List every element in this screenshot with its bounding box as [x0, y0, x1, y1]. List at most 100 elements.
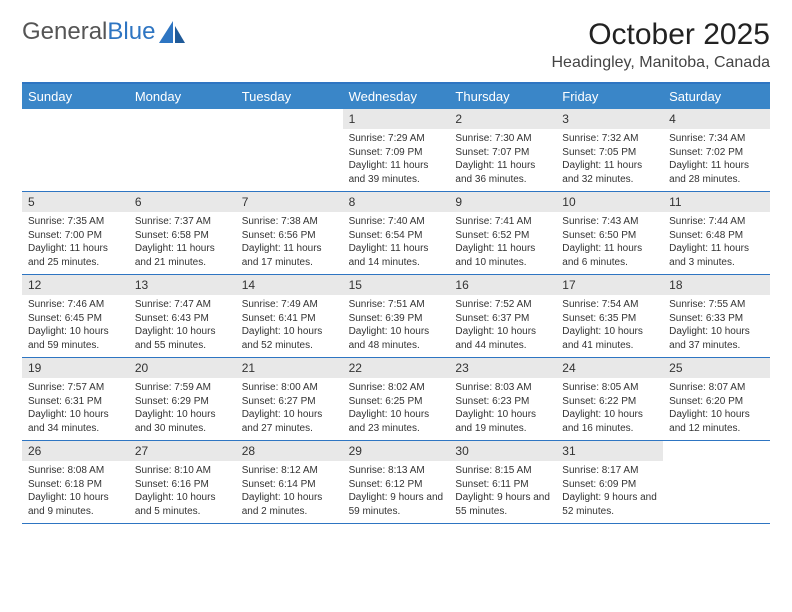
day-number: 4	[663, 109, 770, 129]
sunrise-text: Sunrise: 8:12 AM	[242, 464, 337, 478]
week-row: 1Sunrise: 7:29 AMSunset: 7:09 PMDaylight…	[22, 109, 770, 192]
week-row: 26Sunrise: 8:08 AMSunset: 6:18 PMDayligh…	[22, 441, 770, 524]
sunrise-text: Sunrise: 8:07 AM	[669, 381, 764, 395]
day-info: Sunrise: 7:34 AMSunset: 7:02 PMDaylight:…	[663, 129, 770, 189]
day-info: Sunrise: 7:38 AMSunset: 6:56 PMDaylight:…	[236, 212, 343, 272]
day-number: 8	[343, 192, 450, 212]
day-number: 9	[449, 192, 556, 212]
day-header: Wednesday	[343, 84, 450, 109]
sail-icon	[159, 21, 185, 43]
day-cell: 13Sunrise: 7:47 AMSunset: 6:43 PMDayligh…	[129, 275, 236, 357]
sunrise-text: Sunrise: 8:05 AM	[562, 381, 657, 395]
day-cell: 12Sunrise: 7:46 AMSunset: 6:45 PMDayligh…	[22, 275, 129, 357]
sunset-text: Sunset: 6:11 PM	[455, 478, 550, 492]
sunset-text: Sunset: 6:31 PM	[28, 395, 123, 409]
day-number: 15	[343, 275, 450, 295]
sunrise-text: Sunrise: 7:40 AM	[349, 215, 444, 229]
sunset-text: Sunset: 6:12 PM	[349, 478, 444, 492]
day-cell: 19Sunrise: 7:57 AMSunset: 6:31 PMDayligh…	[22, 358, 129, 440]
day-cell: 25Sunrise: 8:07 AMSunset: 6:20 PMDayligh…	[663, 358, 770, 440]
sunset-text: Sunset: 6:58 PM	[135, 229, 230, 243]
sunrise-text: Sunrise: 8:02 AM	[349, 381, 444, 395]
sunset-text: Sunset: 6:29 PM	[135, 395, 230, 409]
daylight-text: Daylight: 10 hours and 37 minutes.	[669, 325, 764, 352]
location: Headingley, Manitoba, Canada	[551, 54, 770, 72]
day-number: 10	[556, 192, 663, 212]
sunrise-text: Sunrise: 7:41 AM	[455, 215, 550, 229]
daylight-text: Daylight: 10 hours and 30 minutes.	[135, 408, 230, 435]
day-cell: 23Sunrise: 8:03 AMSunset: 6:23 PMDayligh…	[449, 358, 556, 440]
day-number: 5	[22, 192, 129, 212]
month-title: October 2025	[551, 18, 770, 52]
day-header: Tuesday	[236, 84, 343, 109]
logo-text: GeneralBlue	[22, 18, 155, 46]
day-cell: 15Sunrise: 7:51 AMSunset: 6:39 PMDayligh…	[343, 275, 450, 357]
sunrise-text: Sunrise: 7:38 AM	[242, 215, 337, 229]
day-number: 26	[22, 441, 129, 461]
daylight-text: Daylight: 10 hours and 27 minutes.	[242, 408, 337, 435]
day-info: Sunrise: 8:03 AMSunset: 6:23 PMDaylight:…	[449, 378, 556, 438]
weeks-container: 1Sunrise: 7:29 AMSunset: 7:09 PMDaylight…	[22, 109, 770, 524]
sunrise-text: Sunrise: 7:51 AM	[349, 298, 444, 312]
day-info: Sunrise: 8:17 AMSunset: 6:09 PMDaylight:…	[556, 461, 663, 521]
sunset-text: Sunset: 6:39 PM	[349, 312, 444, 326]
sunrise-text: Sunrise: 7:57 AM	[28, 381, 123, 395]
day-info: Sunrise: 8:15 AMSunset: 6:11 PMDaylight:…	[449, 461, 556, 521]
day-info: Sunrise: 7:55 AMSunset: 6:33 PMDaylight:…	[663, 295, 770, 355]
day-cell: 4Sunrise: 7:34 AMSunset: 7:02 PMDaylight…	[663, 109, 770, 191]
daylight-text: Daylight: 10 hours and 48 minutes.	[349, 325, 444, 352]
daylight-text: Daylight: 11 hours and 32 minutes.	[562, 159, 657, 186]
sunrise-text: Sunrise: 7:46 AM	[28, 298, 123, 312]
day-cell: 22Sunrise: 8:02 AMSunset: 6:25 PMDayligh…	[343, 358, 450, 440]
day-cell	[663, 441, 770, 523]
sunrise-text: Sunrise: 7:59 AM	[135, 381, 230, 395]
day-cell: 2Sunrise: 7:30 AMSunset: 7:07 PMDaylight…	[449, 109, 556, 191]
title-block: October 2025 Headingley, Manitoba, Canad…	[551, 18, 770, 72]
daylight-text: Daylight: 11 hours and 10 minutes.	[455, 242, 550, 269]
day-cell: 26Sunrise: 8:08 AMSunset: 6:18 PMDayligh…	[22, 441, 129, 523]
day-header: Sunday	[22, 84, 129, 109]
day-info: Sunrise: 8:10 AMSunset: 6:16 PMDaylight:…	[129, 461, 236, 521]
day-info: Sunrise: 8:07 AMSunset: 6:20 PMDaylight:…	[663, 378, 770, 438]
daylight-text: Daylight: 10 hours and 19 minutes.	[455, 408, 550, 435]
daylight-text: Daylight: 10 hours and 52 minutes.	[242, 325, 337, 352]
daylight-text: Daylight: 11 hours and 28 minutes.	[669, 159, 764, 186]
day-info: Sunrise: 7:35 AMSunset: 7:00 PMDaylight:…	[22, 212, 129, 272]
day-cell: 27Sunrise: 8:10 AMSunset: 6:16 PMDayligh…	[129, 441, 236, 523]
day-number: 11	[663, 192, 770, 212]
day-number: 6	[129, 192, 236, 212]
day-info: Sunrise: 7:51 AMSunset: 6:39 PMDaylight:…	[343, 295, 450, 355]
day-info: Sunrise: 7:49 AMSunset: 6:41 PMDaylight:…	[236, 295, 343, 355]
sunset-text: Sunset: 6:52 PM	[455, 229, 550, 243]
sunset-text: Sunset: 7:05 PM	[562, 146, 657, 160]
day-cell: 7Sunrise: 7:38 AMSunset: 6:56 PMDaylight…	[236, 192, 343, 274]
day-cell	[236, 109, 343, 191]
daylight-text: Daylight: 11 hours and 36 minutes.	[455, 159, 550, 186]
day-cell: 3Sunrise: 7:32 AMSunset: 7:05 PMDaylight…	[556, 109, 663, 191]
daylight-text: Daylight: 10 hours and 9 minutes.	[28, 491, 123, 518]
sunset-text: Sunset: 6:16 PM	[135, 478, 230, 492]
sunset-text: Sunset: 6:20 PM	[669, 395, 764, 409]
daylight-text: Daylight: 9 hours and 55 minutes.	[455, 491, 550, 518]
day-number: 19	[22, 358, 129, 378]
daylight-text: Daylight: 10 hours and 41 minutes.	[562, 325, 657, 352]
day-number: 18	[663, 275, 770, 295]
sunset-text: Sunset: 6:56 PM	[242, 229, 337, 243]
sunset-text: Sunset: 6:45 PM	[28, 312, 123, 326]
sunrise-text: Sunrise: 8:15 AM	[455, 464, 550, 478]
day-number: 31	[556, 441, 663, 461]
sunset-text: Sunset: 6:50 PM	[562, 229, 657, 243]
day-number	[236, 109, 343, 129]
day-number: 2	[449, 109, 556, 129]
week-row: 5Sunrise: 7:35 AMSunset: 7:00 PMDaylight…	[22, 192, 770, 275]
day-cell: 11Sunrise: 7:44 AMSunset: 6:48 PMDayligh…	[663, 192, 770, 274]
sunset-text: Sunset: 6:25 PM	[349, 395, 444, 409]
day-info: Sunrise: 7:44 AMSunset: 6:48 PMDaylight:…	[663, 212, 770, 272]
daylight-text: Daylight: 10 hours and 23 minutes.	[349, 408, 444, 435]
daylight-text: Daylight: 11 hours and 25 minutes.	[28, 242, 123, 269]
daylight-text: Daylight: 11 hours and 17 minutes.	[242, 242, 337, 269]
day-cell: 16Sunrise: 7:52 AMSunset: 6:37 PMDayligh…	[449, 275, 556, 357]
day-cell: 20Sunrise: 7:59 AMSunset: 6:29 PMDayligh…	[129, 358, 236, 440]
daylight-text: Daylight: 10 hours and 44 minutes.	[455, 325, 550, 352]
day-info: Sunrise: 8:13 AMSunset: 6:12 PMDaylight:…	[343, 461, 450, 521]
